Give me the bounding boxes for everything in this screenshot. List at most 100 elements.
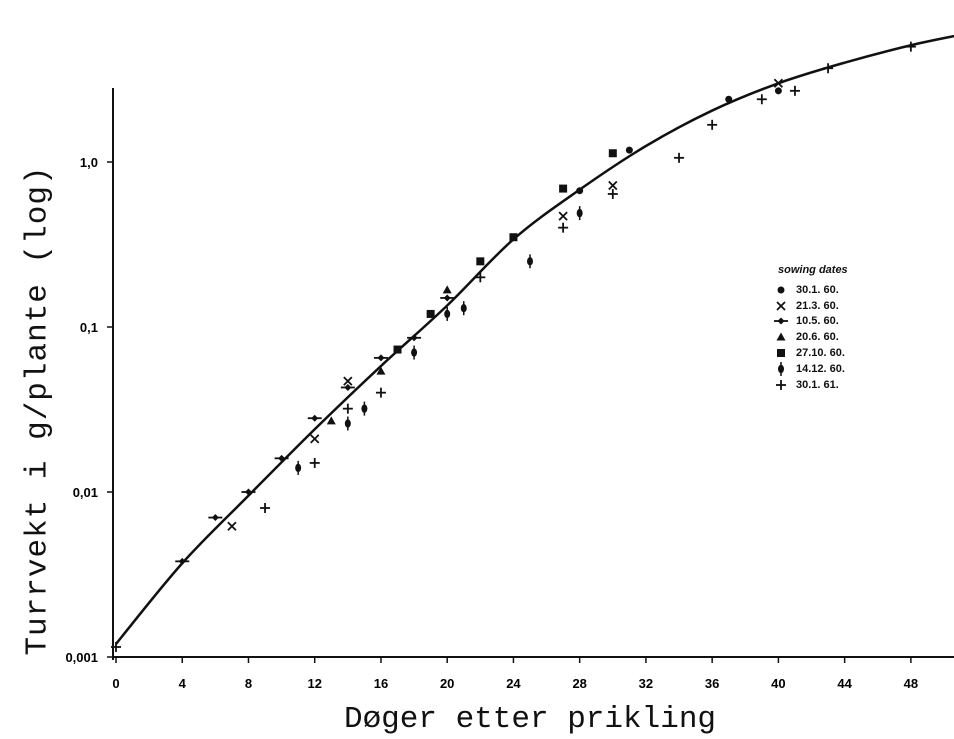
data-point-plus xyxy=(558,222,569,233)
data-point-dot xyxy=(576,187,584,195)
data-point-dot xyxy=(774,87,782,95)
legend-marker-icon xyxy=(777,286,785,294)
data-point-plus xyxy=(756,94,767,105)
data-point-tick xyxy=(411,345,418,360)
data-point-square xyxy=(559,184,568,193)
data-point-plus xyxy=(260,502,271,513)
data-point-diamond-dash xyxy=(307,414,322,422)
data-point-x xyxy=(773,78,784,88)
legend-title: sowing dates xyxy=(778,264,848,276)
legend-marker-icon xyxy=(776,301,786,311)
data-point-plus xyxy=(342,403,353,414)
x-tick-label: 32 xyxy=(639,676,653,691)
x-tick-label: 28 xyxy=(572,676,586,691)
data-point-diamond-dash xyxy=(274,454,289,462)
legend: sowing dates 30.1. 60. 21.3. 60. 10.5. 60.… xyxy=(772,264,848,393)
legend-label: 30.1. 60. xyxy=(796,283,839,296)
legend-item: 20.6. 60. xyxy=(772,329,848,345)
x-tick-label: 12 xyxy=(307,676,321,691)
x-tick-label: 36 xyxy=(705,676,719,691)
y-axis-label: Turrvekt i g/plante (log) xyxy=(20,165,56,656)
x-tick-label: 48 xyxy=(904,676,918,691)
data-point-diamond-dash xyxy=(241,488,256,496)
legend-label: 20.6. 60. xyxy=(796,331,839,344)
legend-marker-icon xyxy=(777,349,785,358)
data-point-diamond-dash xyxy=(340,383,355,391)
legend-item: 30.1. 61. xyxy=(772,377,848,393)
x-tick-label: 8 xyxy=(245,676,252,691)
data-point-triangle xyxy=(442,285,452,294)
legend-label: 21.3. 60. xyxy=(796,299,839,312)
data-point-square xyxy=(509,233,518,242)
legend-item: 27.10. 60. xyxy=(772,345,848,361)
data-point-plus xyxy=(111,641,121,652)
legend-marker-icon xyxy=(774,317,788,325)
data-point-tick xyxy=(344,416,351,431)
data-point-dot xyxy=(625,146,633,154)
data-point-square xyxy=(608,149,617,158)
data-point-triangle xyxy=(376,366,386,375)
data-point-tick xyxy=(527,254,533,269)
legend-item: 14.12. 60. xyxy=(772,361,848,377)
data-point-x xyxy=(558,211,568,221)
x-tick-label: 44 xyxy=(837,676,852,691)
data-point-x xyxy=(343,376,353,386)
data-point-tick xyxy=(444,306,451,321)
legend-rows: 30.1. 60. 21.3. 60. 10.5. 60. 20.6. 60. 27.1… xyxy=(772,282,848,393)
legend-marker xyxy=(777,349,785,358)
legend-label: 14.12. 60. xyxy=(796,362,845,375)
legend-marker xyxy=(777,286,785,294)
legend-marker-icon xyxy=(776,332,786,341)
data-point-square xyxy=(426,309,435,318)
data-point-tick xyxy=(460,301,467,316)
data-point-plus xyxy=(707,119,718,130)
data-point-tick xyxy=(576,206,583,221)
data-point-plus xyxy=(309,457,320,468)
data-point-square xyxy=(393,345,402,354)
y-ticks: 0,001 0,01 0,1 1,0 xyxy=(65,155,113,665)
data-point-plus xyxy=(789,85,800,96)
legend-marker-icon xyxy=(778,361,784,376)
x-tick-label: 0 xyxy=(112,676,119,691)
data-point-x xyxy=(608,180,618,191)
x-axis-label: Døger etter prikling xyxy=(343,702,717,737)
data-points xyxy=(111,41,916,652)
y-tick-label: 0,01 xyxy=(73,485,98,500)
x-tick-label: 40 xyxy=(771,676,785,691)
legend-label: 10.5. 60. xyxy=(796,315,839,328)
y-tick-label: 0,001 xyxy=(65,650,98,665)
x-tick-label: 20 xyxy=(440,676,454,691)
data-point-x xyxy=(227,521,237,531)
data-point-triangle xyxy=(326,416,336,425)
data-point-plus xyxy=(674,152,685,163)
legend-label: 27.10. 60. xyxy=(796,347,845,360)
legend-marker xyxy=(776,301,786,311)
data-point-x xyxy=(310,434,320,444)
y-tick-label: 1,0 xyxy=(80,155,98,170)
legend-marker xyxy=(776,379,786,390)
legend-item: 10.5. 60. xyxy=(772,314,848,330)
data-point-plus xyxy=(375,387,386,398)
y-tick-label: 0,1 xyxy=(80,320,98,335)
data-point-plus xyxy=(475,272,486,283)
data-point-plus xyxy=(905,41,916,52)
legend-label: 30.1. 61. xyxy=(796,378,839,391)
legend-marker xyxy=(774,317,788,325)
legend-item: 30.1. 60. xyxy=(772,282,848,298)
legend-marker xyxy=(776,332,786,341)
data-point-diamond-dash xyxy=(407,334,422,342)
data-point-diamond-dash xyxy=(440,294,455,302)
data-point-plus xyxy=(823,63,834,74)
legend-item: 21.3. 60. xyxy=(772,298,848,314)
x-ticks: 0 4 8 12 16 20 24 28 32 36 40 44 48 xyxy=(112,657,918,691)
data-point-square xyxy=(476,257,485,266)
data-point-tick xyxy=(361,401,368,416)
data-point-dot xyxy=(725,95,733,103)
data-point-tick xyxy=(295,460,302,475)
legend-marker xyxy=(778,361,784,376)
x-tick-label: 24 xyxy=(506,676,521,691)
data-point-diamond-dash xyxy=(175,557,190,565)
legend-marker-icon xyxy=(776,379,786,390)
x-tick-label: 16 xyxy=(374,676,388,691)
data-point-diamond-dash xyxy=(373,354,388,362)
